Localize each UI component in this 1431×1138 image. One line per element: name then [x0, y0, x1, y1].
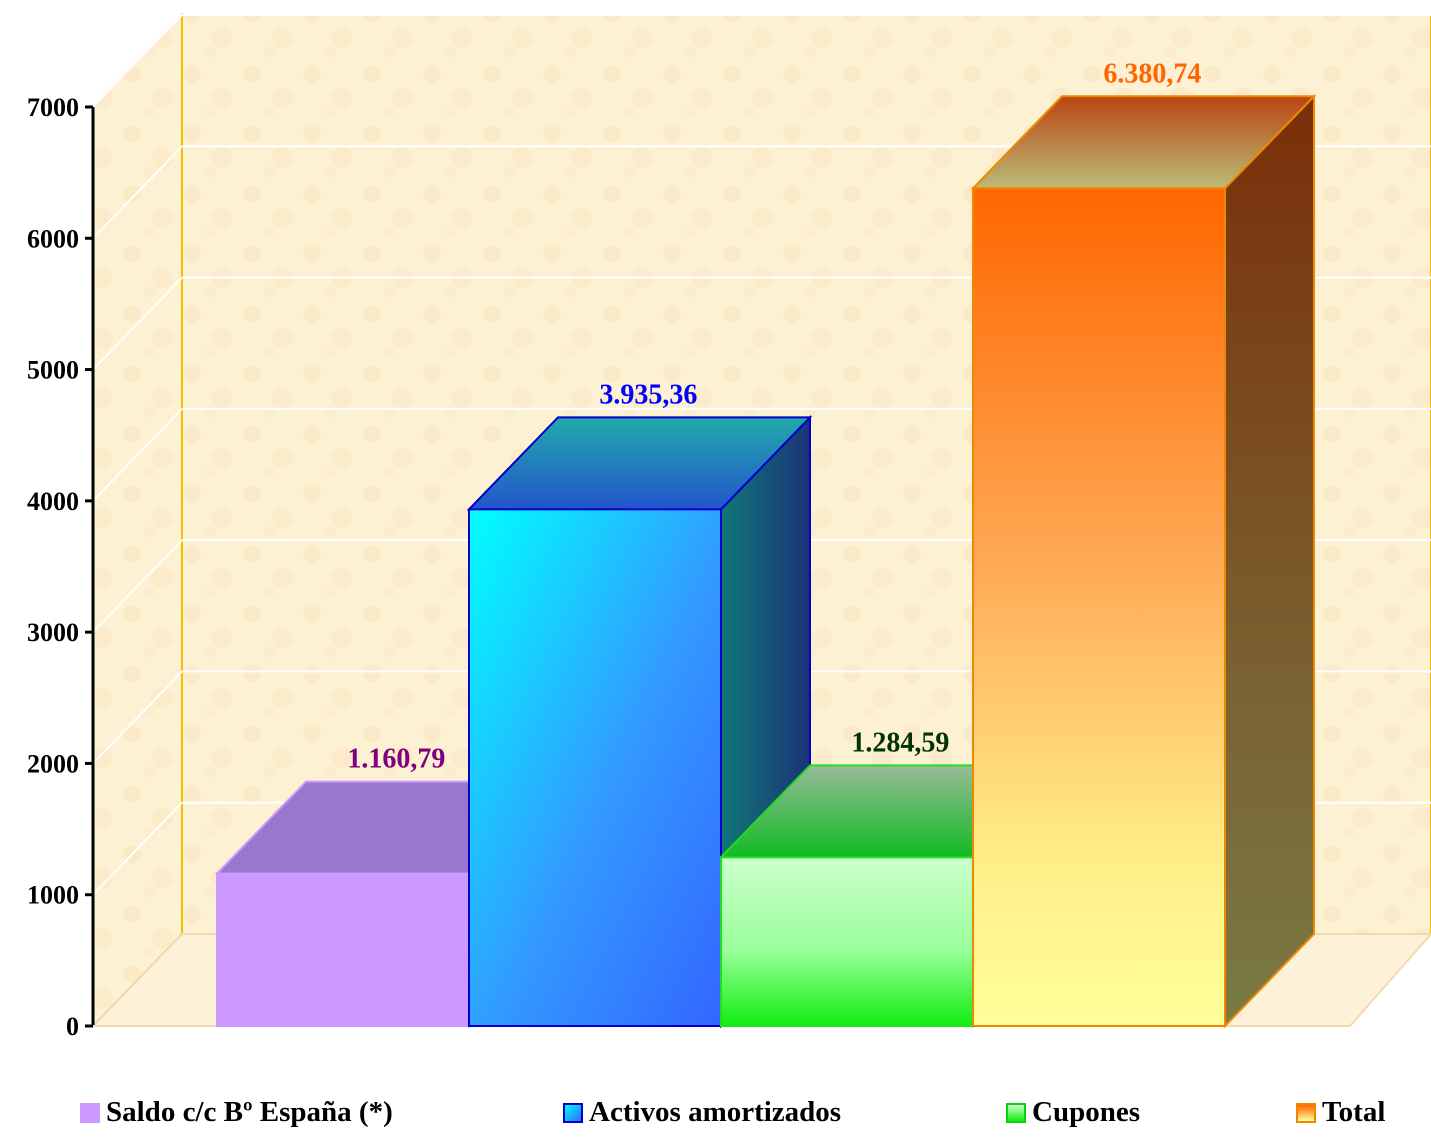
gridline-side	[92, 802, 183, 896]
data-label: 1.284,59	[851, 727, 949, 758]
data-labels: 1.160,79 3.935,36 1.284,59 6.380,74	[347, 58, 1201, 774]
side-wall	[92, 12, 183, 1029]
y-tick-label: 2000	[27, 749, 79, 778]
y-tick-label: 5000	[27, 356, 79, 385]
bar-front-face	[216, 872, 470, 1027]
bar-front-face	[468, 508, 722, 1027]
legend-item-cupones: Cupones	[1006, 1096, 1140, 1129]
bar-side-face	[1224, 93, 1315, 1029]
y-tick-label: 4000	[27, 487, 79, 516]
legend-swatch-activos	[563, 1102, 583, 1123]
y-tick-label: 6000	[27, 224, 79, 253]
gridline-side	[92, 670, 183, 765]
legend-item-total: Total	[1296, 1096, 1385, 1129]
data-label: 1.160,79	[347, 744, 445, 775]
legend-swatch-cupones	[1006, 1102, 1026, 1123]
gridline-side	[92, 408, 183, 502]
gridline-side	[92, 276, 183, 371]
data-label: 3.935,36	[599, 379, 697, 410]
legend-item-activos: Activos amortizados	[563, 1096, 841, 1129]
y-tick-label: 0	[66, 1012, 79, 1041]
legend-label-saldo: Saldo c/c Bº España (*)	[106, 1096, 393, 1128]
bar-front-face	[720, 856, 974, 1027]
legend-label-activos: Activos amortizados	[589, 1096, 842, 1128]
legend-label-cupones: Cupones	[1032, 1096, 1140, 1128]
legend-swatch-saldo	[80, 1102, 100, 1123]
legend-swatch-total	[1296, 1102, 1316, 1123]
y-tick-label: 1000	[27, 881, 79, 910]
gridline-side	[92, 14, 183, 108]
y-tick-label: 3000	[27, 618, 79, 647]
gridline-side	[92, 145, 183, 239]
bar-3	[970, 93, 1317, 1029]
gridline-side	[92, 539, 183, 633]
bar-front-face	[972, 187, 1226, 1027]
y-tick-label: 7000	[27, 93, 79, 122]
bars	[214, 93, 1317, 1029]
legend-item-saldo: Saldo c/c Bº España (*)	[80, 1096, 393, 1129]
data-label: 6.380,74	[1103, 58, 1201, 89]
legend: Saldo c/c Bº España (*) Activos amortiza…	[0, 1096, 1431, 1133]
legend-label-total: Total	[1322, 1096, 1386, 1128]
